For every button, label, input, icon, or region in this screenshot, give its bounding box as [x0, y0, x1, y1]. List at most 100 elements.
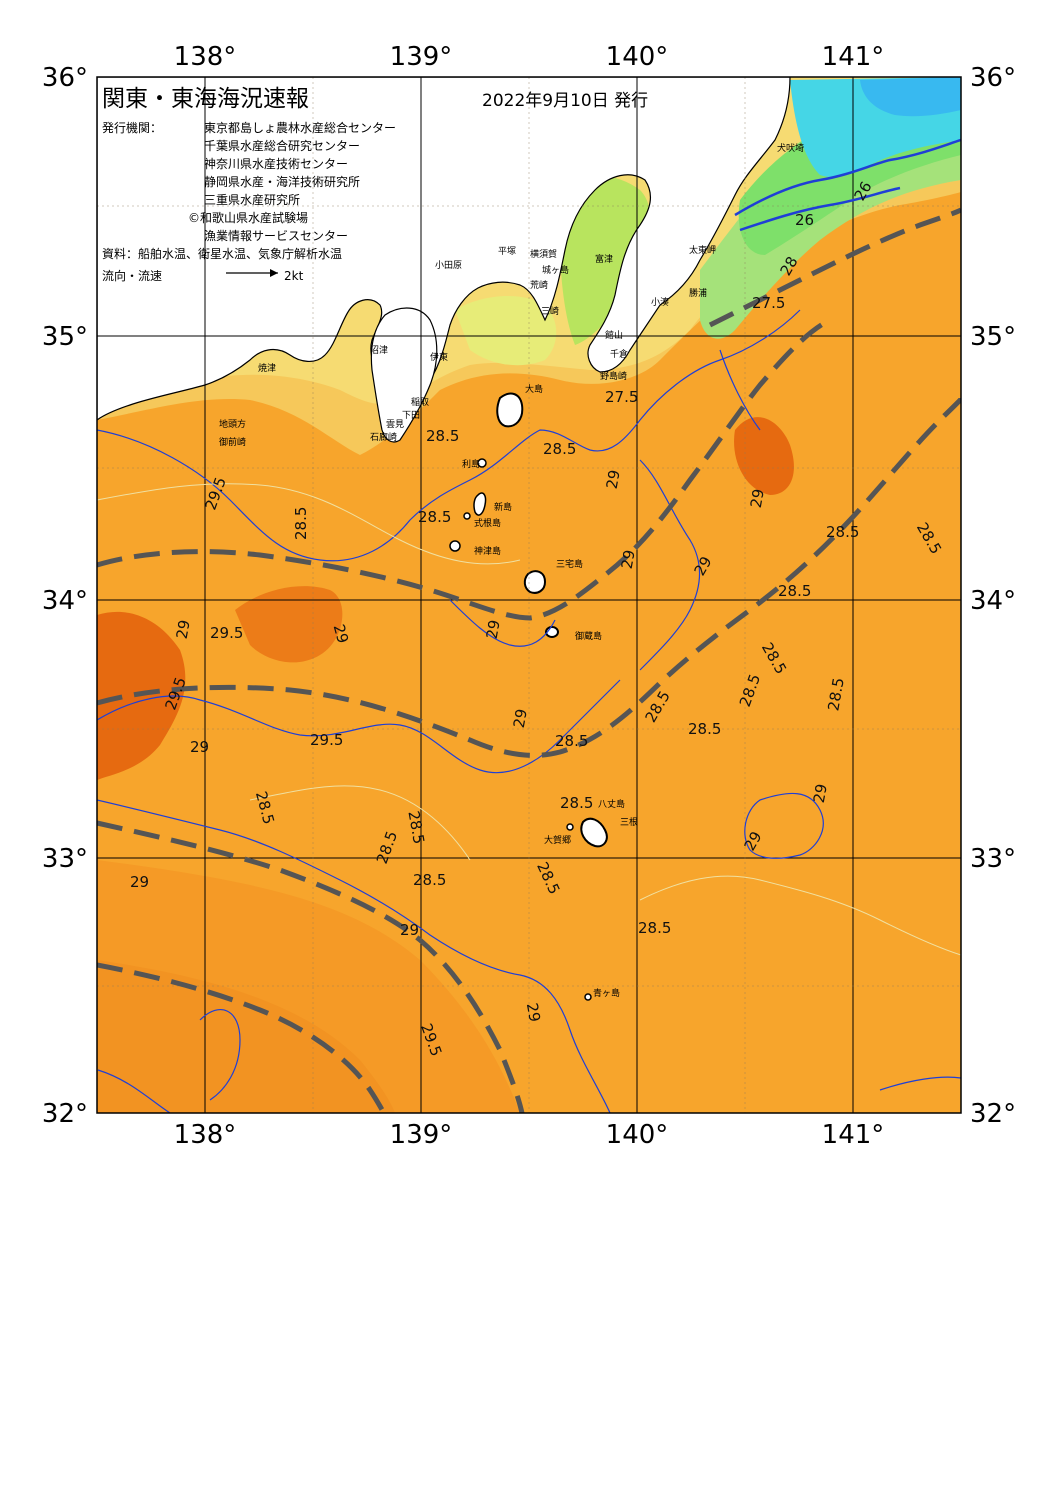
- lat-label-left-2: 34°: [42, 586, 88, 616]
- shelf-isotherms: [97, 483, 961, 956]
- place-hachijojima: 八丈島: [598, 798, 625, 810]
- place-jitogata: 地頭方: [219, 418, 246, 430]
- place-kumomi: 雲見: [386, 419, 404, 430]
- place-taitomisaki: 太東岬: [689, 244, 716, 256]
- place-jogashima: 城ヶ島: [542, 264, 569, 276]
- place-nojimazaki: 野島崎: [600, 370, 627, 382]
- lat-label-left-3: 33°: [42, 844, 88, 874]
- longitude-labels-bottom: 138° 139° 140° 141°: [174, 1120, 885, 1150]
- minor-graticule: [97, 77, 961, 1113]
- island-toshima: [477, 458, 487, 468]
- island-oshima: [496, 392, 524, 428]
- lat-label-left-0: 36°: [42, 63, 88, 93]
- isotherms: [97, 309, 961, 1113]
- place-mikurajima: 御蔵島: [575, 630, 602, 642]
- place-kozushima: 神津島: [474, 545, 501, 557]
- isotherm-label: 28.5: [292, 507, 310, 540]
- lat-label-right-2: 34°: [970, 586, 1016, 616]
- lat-label-left-1: 35°: [42, 322, 88, 352]
- isotherm-label: 28.5: [426, 427, 459, 445]
- lat-label-left-4: 32°: [42, 1099, 88, 1129]
- lon-label-bottom-1: 139°: [390, 1120, 453, 1150]
- island-niijima: [473, 492, 487, 516]
- land-izu-peninsula: [370, 307, 438, 443]
- issuer-3: 静岡県水産・海洋技術研究所: [204, 174, 360, 189]
- isotherm-label: 29: [603, 468, 624, 490]
- data-sources: 資料：船舶水温、衛星水温、気象庁解析水温: [102, 246, 342, 261]
- issuer-1: 千葉県水産総合研究センター: [204, 138, 360, 153]
- isotherm-label: 29: [810, 782, 831, 804]
- place-chikura: 千倉: [610, 348, 628, 360]
- latitude-labels-right: 36° 35° 34° 33° 32°: [970, 63, 1016, 1129]
- place-hiratsuka: 平塚: [498, 246, 516, 257]
- place-toshima: 利島: [462, 458, 480, 470]
- lat-label-right-0: 36°: [970, 63, 1016, 93]
- place-oshima: 大島: [525, 383, 543, 395]
- island-miyakejima: [523, 570, 547, 594]
- island-hachijokojima: [566, 823, 574, 831]
- place-omaezaki: 御前崎: [219, 436, 246, 448]
- isotherm-label: 29: [747, 487, 768, 509]
- place-odawara: 小田原: [435, 260, 462, 271]
- cold-water-blue: [860, 77, 961, 117]
- isotherm-label: 27.5: [605, 388, 638, 406]
- place-numazu: 沼津: [370, 345, 388, 356]
- lon-label-bottom-0: 138°: [174, 1120, 237, 1150]
- isotherm-label: 28.5: [824, 676, 848, 712]
- lat-label-right-3: 33°: [970, 844, 1016, 874]
- isotherm-label: 29.5: [310, 731, 343, 749]
- isotherm-label: 29: [523, 1001, 544, 1023]
- isotherm-label: 29: [618, 548, 639, 570]
- issuer-2: 神奈川県水産技術センター: [204, 156, 348, 171]
- map-frame: [96, 76, 962, 1114]
- place-tateyama: 館山: [605, 329, 623, 341]
- isotherm-label: 28.5: [543, 440, 576, 458]
- isotherm-label: 28.5: [413, 871, 446, 889]
- place-niijima: 新島: [494, 501, 512, 513]
- place-aogashima: 青ヶ島: [593, 987, 620, 999]
- isotherm-label: 28.5: [778, 582, 811, 600]
- lat-label-right-4: 32°: [970, 1099, 1016, 1129]
- issuer-6: 漁業情報サービスセンター: [204, 229, 348, 243]
- issuers-label: 発行機関：: [102, 120, 162, 135]
- island-shikinejima: [463, 512, 471, 520]
- isotherm-label: 29: [483, 618, 504, 640]
- warm-water-southwest: [97, 960, 395, 1113]
- longitude-labels-top: 138° 139° 140° 141°: [174, 42, 885, 72]
- flow-legend-arrowhead: [270, 269, 278, 277]
- issue-date: 2022年9月10日 発行: [482, 91, 648, 111]
- place-miyakejima: 三宅島: [556, 558, 583, 570]
- island-hachijojima: [580, 817, 608, 848]
- isotherm-label: 29: [190, 738, 209, 756]
- hot-water-east: [734, 417, 794, 495]
- lon-label-top-2: 140°: [606, 42, 669, 72]
- isotherm-label: 28.5: [404, 809, 428, 845]
- place-futtsu: 富津: [595, 253, 613, 265]
- isotherm-label: 28.5: [688, 720, 721, 738]
- island-kozushima: [449, 540, 461, 552]
- place-names: 大島 利島 新島 式根島 神津島 三宅島 御蔵島 八丈島 三根 大賀郷 青ヶ島 …: [219, 142, 804, 999]
- place-katsuura: 勝浦: [689, 287, 707, 299]
- place-inubosaki: 犬吠埼: [777, 142, 804, 154]
- isotherm-label: 27.5: [752, 294, 785, 312]
- place-shimoda: 下田: [402, 410, 420, 421]
- lon-label-bottom-3: 141°: [822, 1120, 885, 1150]
- sagami-bay-water: [455, 295, 557, 366]
- place-yaizu: 焼津: [258, 363, 276, 374]
- hot-water-center-west: [235, 586, 343, 663]
- place-kominato: 小湊: [651, 296, 669, 308]
- isotherm-label: 28.5: [560, 794, 593, 812]
- lon-label-bottom-2: 140°: [606, 1120, 669, 1150]
- isotherm-label: 29: [330, 622, 352, 645]
- island-aogashima: [584, 993, 592, 1001]
- issuer-5: ©和歌山県水産試験場: [188, 210, 308, 225]
- lat-label-right-1: 35°: [970, 322, 1016, 352]
- isotherm-label: 29: [400, 921, 419, 939]
- isotherm-label: 28.5: [555, 732, 588, 750]
- place-shikinejima: 式根島: [474, 517, 501, 529]
- place-mitsune: 三根: [620, 816, 638, 828]
- place-ito: 伊東: [430, 351, 448, 363]
- place-inatori: 稲取: [411, 396, 429, 408]
- land-honshu: [97, 77, 791, 422]
